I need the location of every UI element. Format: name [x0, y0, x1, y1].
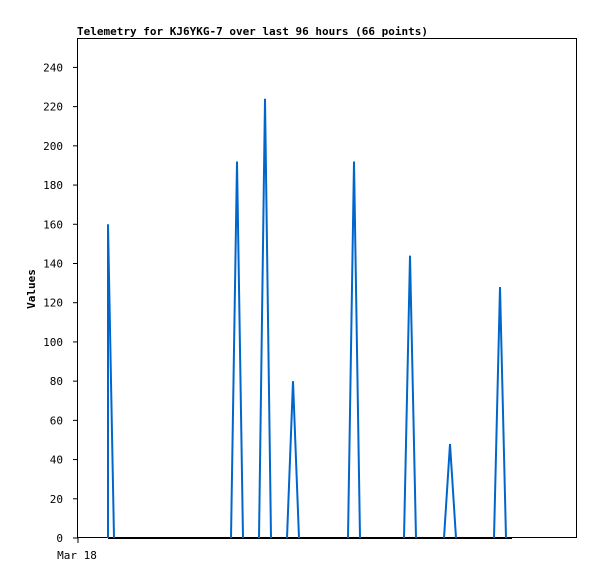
y-tick-label: 180: [43, 179, 63, 192]
y-axis-label: Values: [25, 269, 38, 309]
series-telemetry: [107, 98, 507, 539]
plot-area: [77, 38, 577, 538]
series-peak: [286, 381, 300, 539]
y-tick-label: 160: [43, 218, 63, 231]
chart-title: Telemetry for KJ6YKG-7 over last 96 hour…: [77, 25, 428, 38]
y-tick-label: 140: [43, 257, 63, 270]
y-tick-label: 0: [56, 532, 63, 545]
series-peak: [230, 161, 244, 539]
y-tick-label: 240: [43, 61, 63, 74]
series-peak: [403, 255, 417, 539]
y-tick-label: 80: [50, 375, 63, 388]
y-tick-label: 120: [43, 297, 63, 310]
y-tick-label: 100: [43, 336, 63, 349]
y-tick-label: 220: [43, 101, 63, 114]
x-tick-label: Mar 18: [57, 549, 97, 562]
y-tick-label: 60: [50, 414, 63, 427]
series-peak: [258, 98, 272, 539]
y-tick-label: 20: [50, 493, 63, 506]
y-tick-label: 40: [50, 454, 63, 467]
series-peak: [443, 443, 457, 539]
y-axis-ticks: 0 20 40 60 80 100 120 140 160 180 200 220 240: [43, 61, 78, 545]
series-peak: [347, 161, 361, 539]
y-tick-label: 200: [43, 140, 63, 153]
x-axis-ticks: Mar 18: [57, 538, 97, 562]
series-peak: [493, 286, 507, 539]
series-peak: [107, 224, 115, 539]
